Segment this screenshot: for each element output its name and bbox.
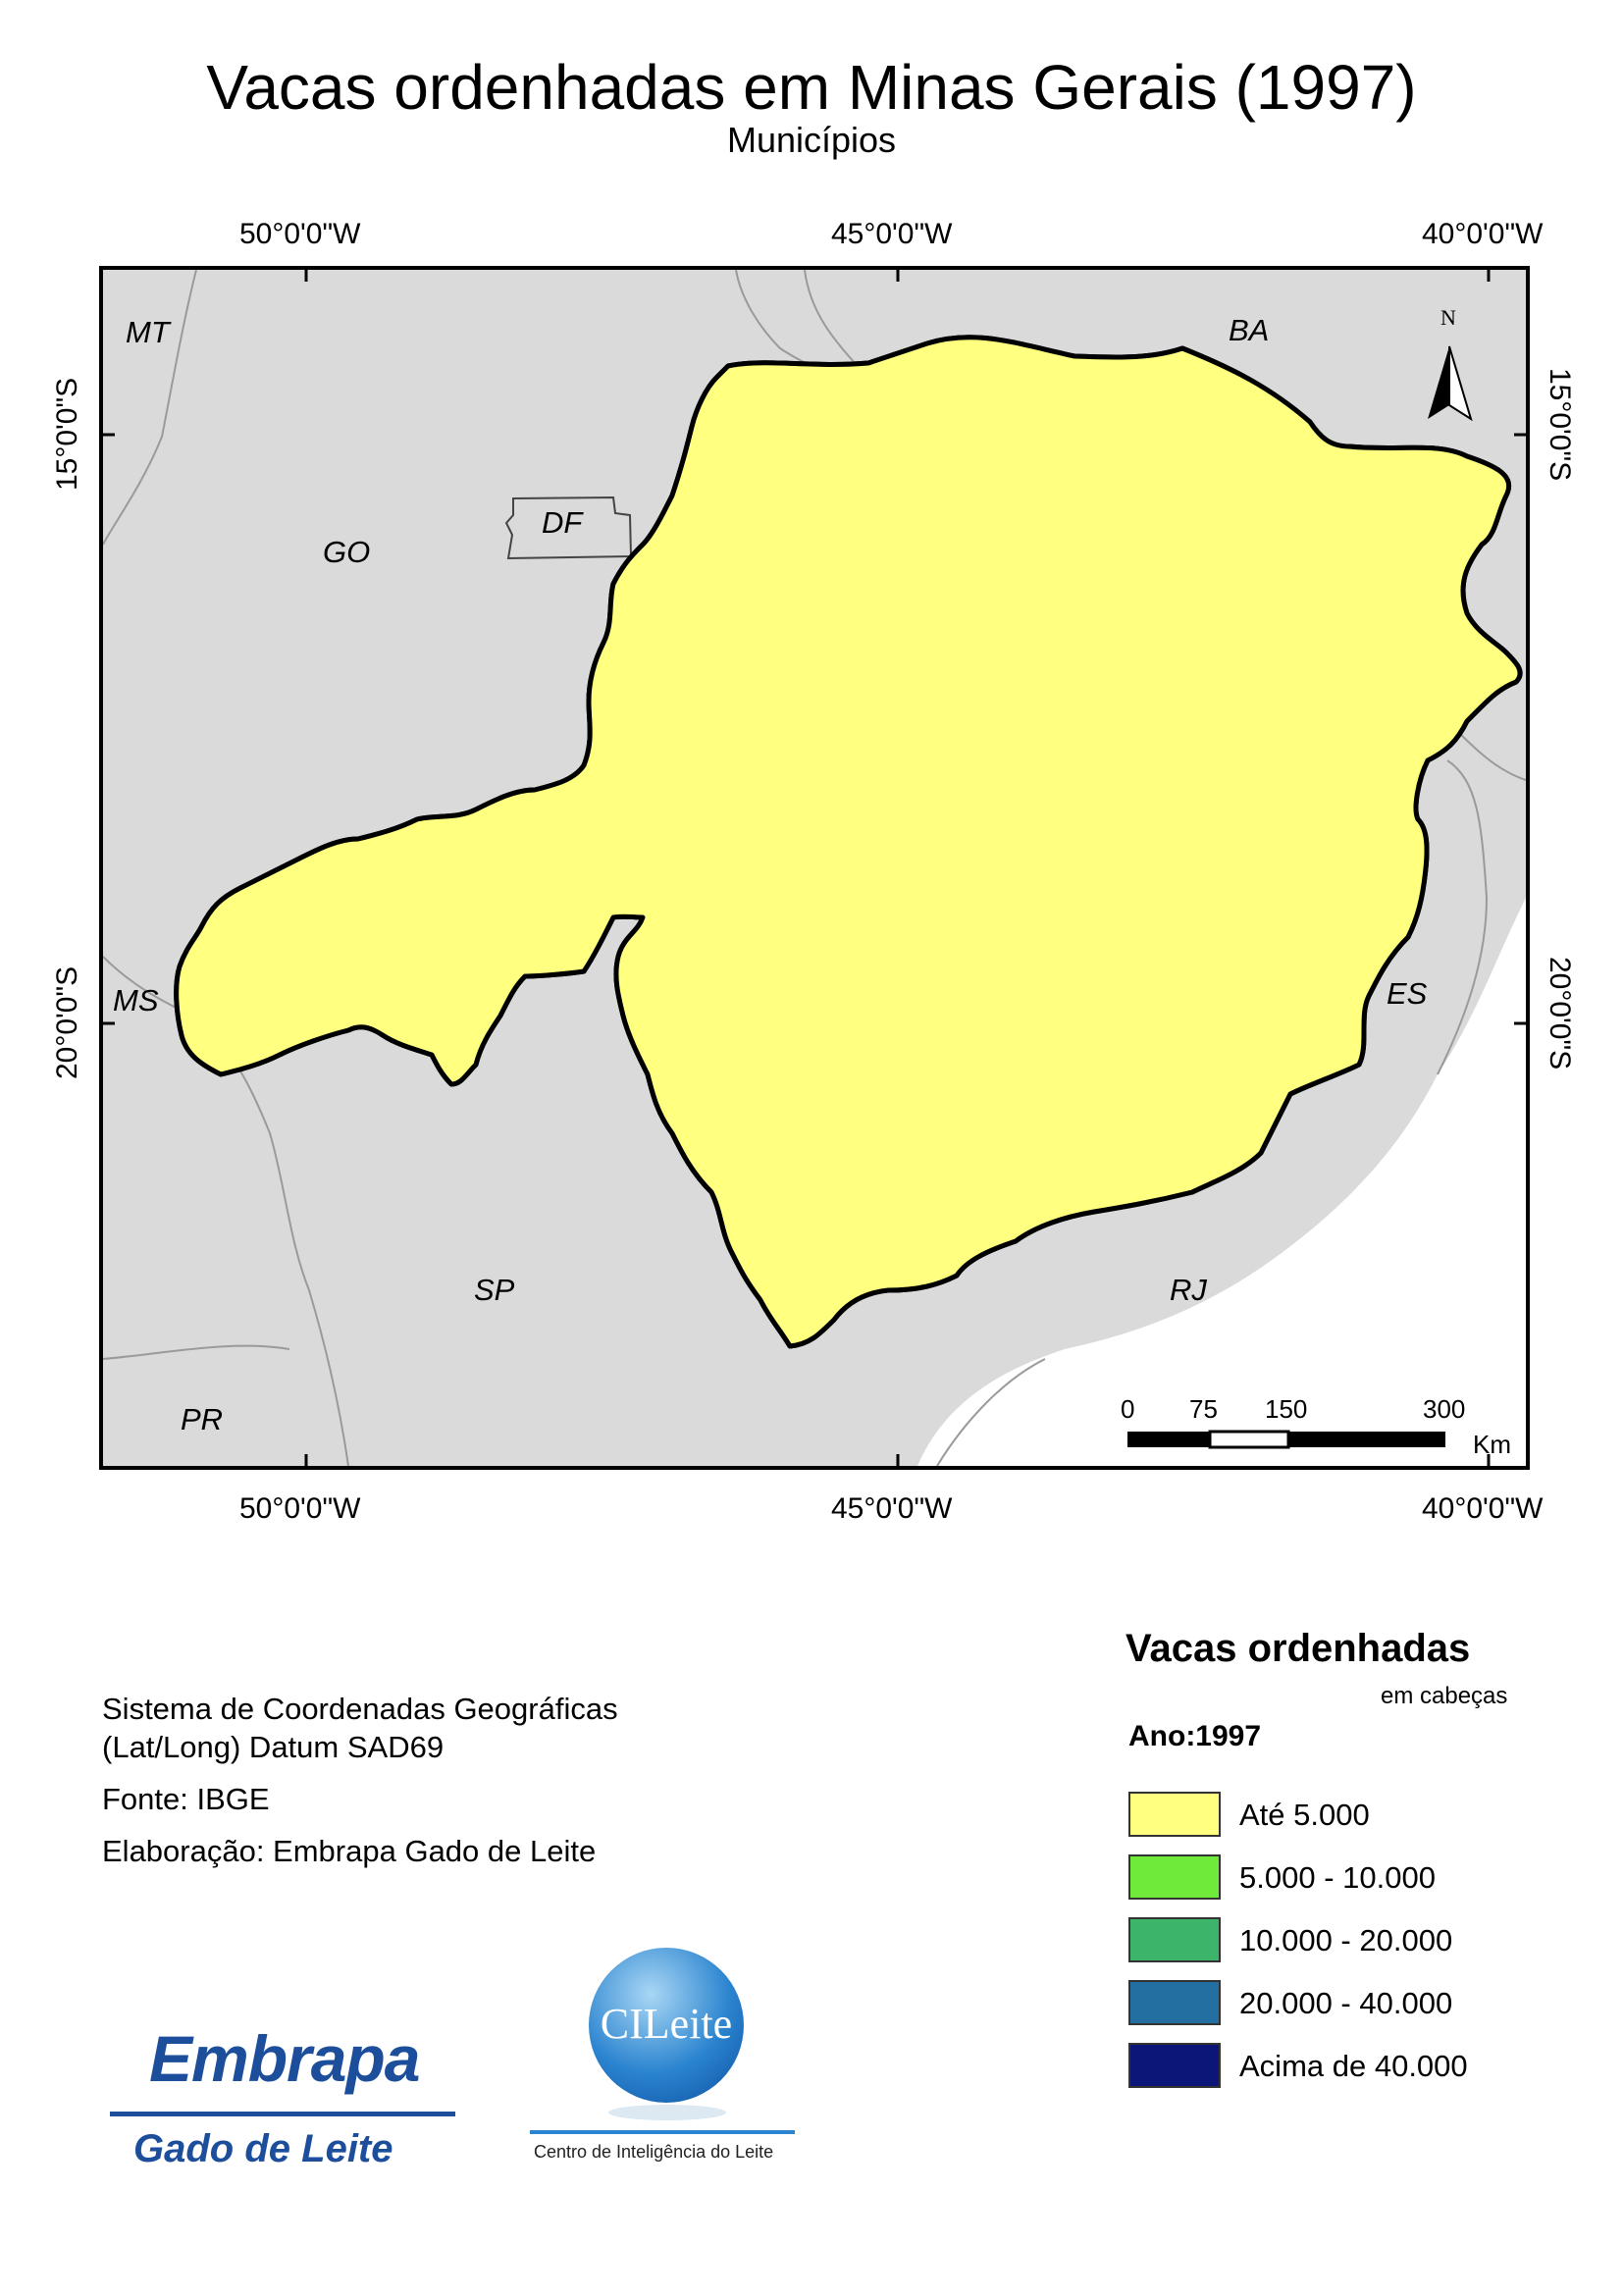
lon-label-top-50: 50°0'0"W (239, 218, 361, 250)
legend-swatch (1128, 2043, 1221, 2088)
legend-swatch (1128, 1854, 1221, 1900)
minas-gerais-outline (177, 338, 1520, 1346)
lon-label-top-45: 45°0'0"W (831, 218, 953, 250)
lat-label-right-15: 15°0'0"S (1544, 368, 1576, 482)
state-label-es: ES (1387, 976, 1428, 1011)
crs-line-1: Sistema de Coordenadas Geográficas (102, 1692, 618, 1726)
lon-label-bottom-50: 50°0'0"W (239, 1492, 361, 1525)
cileite-logo-word: CILeite (600, 2000, 733, 2048)
lat-label-left-15: 15°0'0"S (51, 377, 83, 491)
map-title: Vacas ordenhadas em Minas Gerais (1997) (206, 52, 1417, 123)
ocean (917, 898, 1526, 1466)
map-subtitle: Municípios (726, 120, 897, 160)
legend-label: Acima de 40.000 (1239, 2049, 1468, 2083)
lat-label-right-20: 20°0'0"S (1544, 957, 1576, 1070)
graticule-ticks (103, 270, 1526, 1466)
state-label-df: DF (542, 505, 583, 540)
scale-tick-300: 300 (1423, 1394, 1466, 1424)
state-label-ba: BA (1229, 313, 1270, 347)
map-frame: MT GO DF BA MS ES SP RJ PR N 0 75 150 30… (99, 266, 1530, 1470)
state-label-go: GO (323, 535, 371, 569)
lat-label-left-20: 20°0'0"S (51, 965, 83, 1079)
embrapa-logo-sub: Gado de Leite (133, 2127, 393, 2170)
embrapa-logo: Embrapa Gado de Leite (110, 2021, 455, 2188)
source-text: Fonte: IBGE (102, 1782, 270, 1816)
state-label-mt: MT (126, 315, 170, 349)
legend-swatch (1128, 1980, 1221, 2025)
legend-label: 5.000 - 10.000 (1239, 1860, 1436, 1895)
state-label-sp: SP (474, 1273, 515, 1307)
legend-year: Ano:1997 (1128, 1720, 1262, 1752)
legend-swatch (1128, 1917, 1221, 1962)
state-label-pr: PR (181, 1402, 224, 1436)
embrapa-logo-word: Embrapa (149, 2022, 420, 2095)
df-boundary (504, 496, 633, 560)
cileite-logo: CILeite Centro de Inteligência do Leite (530, 1948, 805, 2183)
scale-unit: Km (1473, 1430, 1511, 1459)
cileite-logo-circle (589, 1948, 744, 2103)
cileite-logo-rule (530, 2130, 795, 2134)
scale-tick-0: 0 (1121, 1394, 1135, 1424)
author-text: Elaboração: Embrapa Gado de Leite (102, 1834, 597, 1868)
cileite-logo-sub: Centro de Inteligência do Leite (534, 2142, 774, 2162)
lon-label-bottom-45: 45°0'0"W (831, 1492, 953, 1525)
legend-label: 20.000 - 40.000 (1239, 1986, 1453, 2020)
state-label-ms: MS (113, 983, 159, 1018)
scale-bar (1127, 1430, 1445, 1449)
state-label-rj: RJ (1170, 1273, 1207, 1307)
cileite-logo-shadow (608, 2105, 726, 2120)
north-arrow-icon (1428, 345, 1473, 422)
legend-label: Até 5.000 (1239, 1798, 1370, 1832)
lon-label-top-40: 40°0'0"W (1422, 218, 1544, 250)
embrapa-logo-rule (110, 2112, 455, 2116)
north-arrow-label: N (1440, 305, 1456, 330)
scale-tick-75: 75 (1189, 1394, 1218, 1424)
legend-swatch (1128, 1792, 1221, 1837)
map-canvas (103, 270, 1526, 1466)
legend-title: Vacas ordenhadas (1126, 1627, 1471, 1670)
scale-tick-150: 150 (1265, 1394, 1308, 1424)
lon-label-bottom-40: 40°0'0"W (1422, 1492, 1544, 1525)
crs-line-2: (Lat/Long) Datum SAD69 (102, 1730, 445, 1764)
legend-label: 10.000 - 20.000 (1239, 1923, 1453, 1957)
legend-subtitle: em cabeças (1381, 1683, 1508, 1709)
